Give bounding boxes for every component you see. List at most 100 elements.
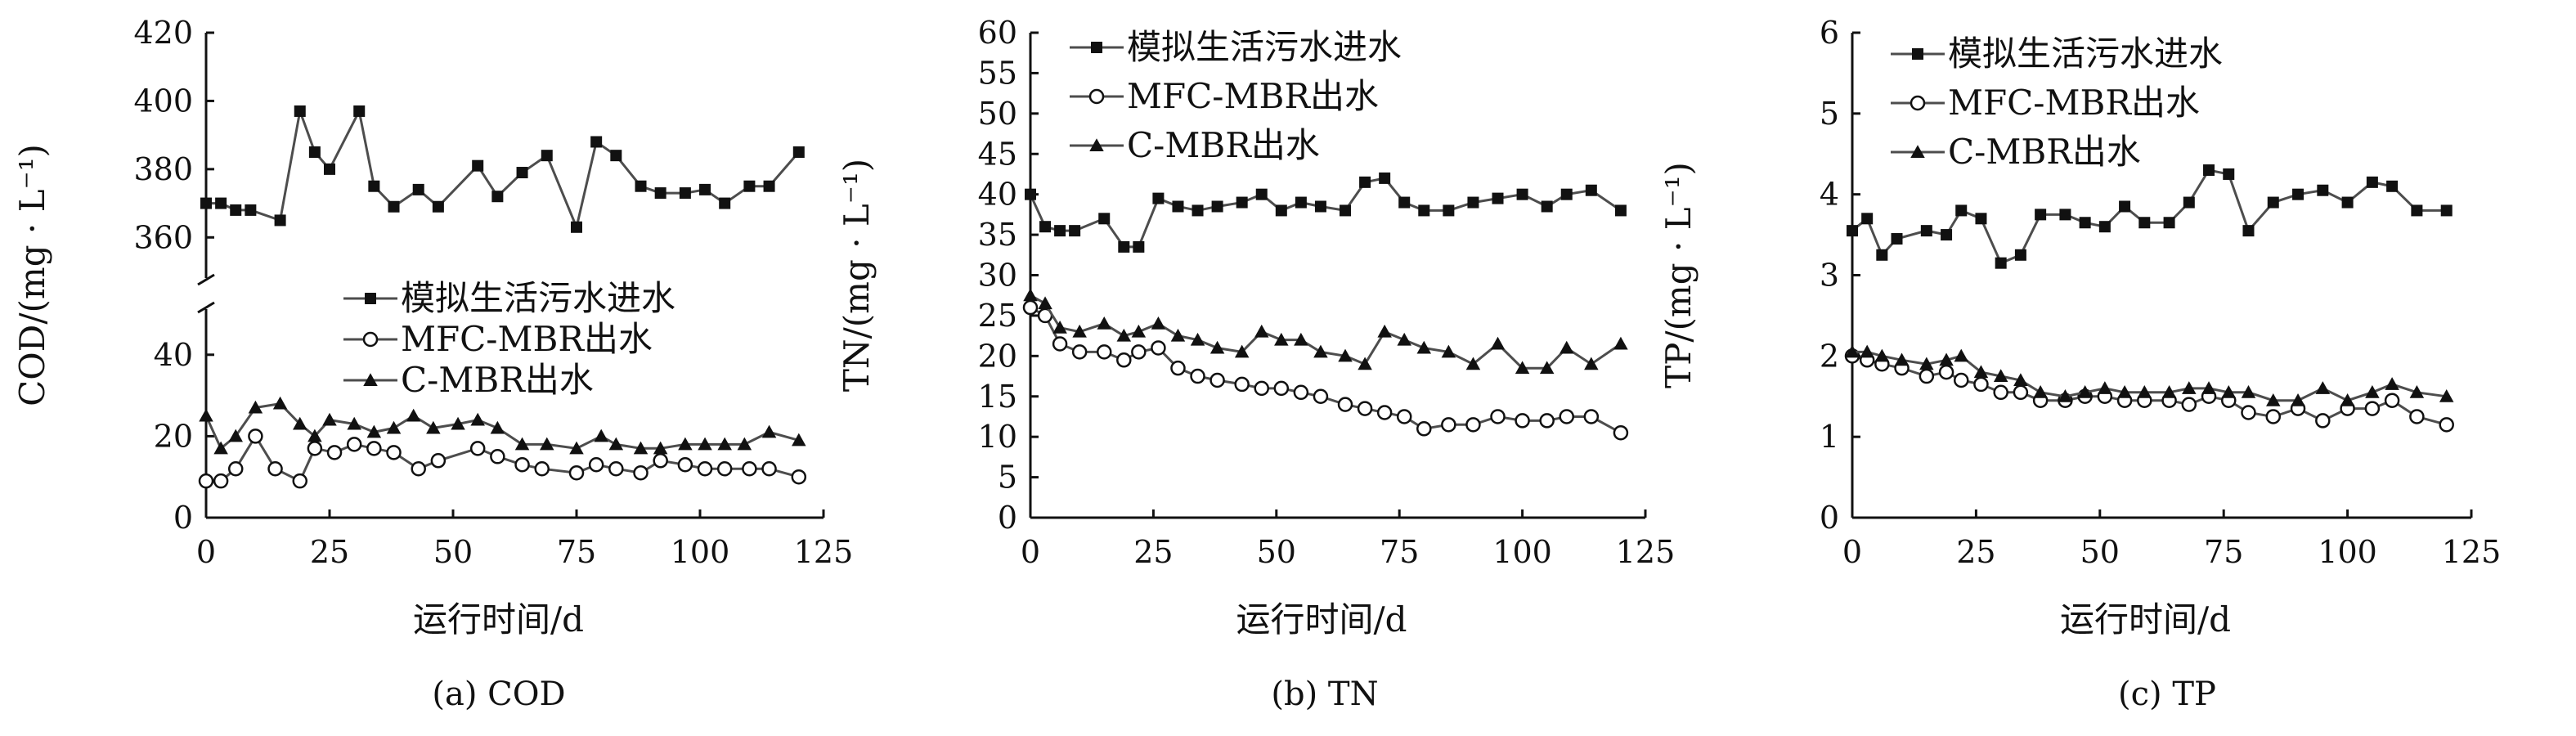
- legend-marker: [1912, 48, 1923, 60]
- data-point: [2241, 405, 2256, 420]
- series-circle: [198, 429, 807, 489]
- data-point: [1023, 288, 1038, 302]
- series-line: [206, 106, 800, 231]
- data-point: [1941, 229, 1953, 241]
- data-point: [1293, 384, 1309, 401]
- data-point: [307, 429, 322, 442]
- data-point: [1071, 344, 1088, 360]
- data-point: [2098, 221, 2111, 233]
- y-tick-label: 0: [998, 500, 1017, 536]
- data-point: [198, 473, 214, 489]
- data-point: [307, 441, 323, 456]
- data-point: [792, 433, 806, 447]
- data-point: [2201, 381, 2216, 394]
- data-point: [1052, 320, 1067, 334]
- data-point: [633, 464, 648, 481]
- data-point: [737, 437, 752, 451]
- data-point: [1398, 196, 1411, 209]
- data-point: [2341, 196, 2354, 209]
- data-point: [1891, 233, 1903, 245]
- data-point: [1993, 369, 2008, 383]
- data-point: [1559, 409, 1574, 424]
- panel-caption: (a) COD: [432, 675, 565, 713]
- legend-label: 模拟生活污水进水: [1948, 34, 2223, 74]
- series-triangle: [199, 396, 806, 455]
- data-point: [514, 457, 530, 473]
- data-point: [245, 204, 257, 216]
- data-point: [274, 214, 286, 227]
- data-point: [2385, 377, 2399, 390]
- data-point: [2317, 184, 2329, 196]
- data-point: [763, 180, 775, 192]
- data-point: [1515, 361, 1530, 375]
- data-point: [678, 437, 693, 451]
- data-point: [1054, 225, 1066, 237]
- data-point: [1025, 188, 1036, 200]
- data-point: [698, 437, 712, 451]
- y-tick-label: 20: [978, 338, 1017, 374]
- data-point: [1254, 324, 1269, 338]
- panel-tn: 0 5 10 15 20 25 30 35 40 45 50 55 60 0 25 50 75 100 125 运行时…: [837, 15, 1675, 713]
- x-tick-label: 50: [2080, 534, 2120, 570]
- data-point: [1515, 413, 1530, 429]
- data-point: [2137, 385, 2152, 398]
- legend-marker: [1089, 138, 1104, 151]
- data-point: [653, 453, 668, 469]
- data-point: [1492, 192, 1504, 204]
- data-point: [2241, 385, 2256, 398]
- legend-marker: [1091, 42, 1102, 53]
- data-point: [1274, 332, 1289, 346]
- data-point: [412, 183, 424, 195]
- data-point: [326, 445, 343, 460]
- y-tick-label: 60: [978, 15, 1017, 51]
- legend-marker: [365, 293, 376, 304]
- data-point: [571, 221, 582, 233]
- data-point: [1038, 296, 1052, 310]
- data-point: [608, 460, 624, 477]
- data-point: [199, 408, 213, 422]
- data-point: [610, 150, 622, 162]
- data-point: [699, 183, 711, 195]
- data-point: [1539, 413, 1555, 429]
- data-point: [2181, 397, 2197, 412]
- data-point: [1954, 348, 1968, 362]
- data-point: [227, 460, 244, 477]
- data-point: [1938, 364, 1954, 380]
- series-line: [206, 433, 800, 483]
- x-tick-label: 25: [1133, 534, 1173, 570]
- data-point: [594, 429, 608, 442]
- data-point: [1560, 188, 1573, 200]
- data-point: [1255, 188, 1268, 200]
- data-point: [1170, 360, 1186, 376]
- data-point: [588, 457, 604, 473]
- y-tick-label: 2: [1820, 338, 1839, 374]
- data-point: [1234, 344, 1250, 358]
- data-point: [2098, 381, 2112, 394]
- series-circle: [1022, 299, 1629, 441]
- legend-label: 模拟生活污水进水: [401, 278, 675, 318]
- data-point: [294, 105, 306, 117]
- data-point: [1211, 200, 1223, 213]
- series-line: [1030, 306, 1622, 434]
- data-point: [472, 159, 484, 172]
- series-line: [1851, 168, 2447, 265]
- series-square: [200, 105, 805, 233]
- data-point: [2182, 381, 2197, 394]
- x-tick-label: 75: [557, 534, 596, 570]
- x-tick-label: 125: [2442, 534, 2502, 570]
- data-point: [1209, 340, 1225, 354]
- data-point: [368, 180, 380, 192]
- data-point: [1874, 348, 1890, 362]
- data-point: [635, 180, 647, 192]
- data-point: [213, 441, 228, 455]
- data-point: [1441, 344, 1456, 358]
- data-point: [1465, 417, 1481, 433]
- data-point: [1539, 361, 1555, 375]
- data-point: [2223, 168, 2235, 180]
- data-point: [1490, 409, 1506, 424]
- axis-break-mark: [197, 301, 215, 314]
- y-tick-label: 25: [978, 298, 1017, 334]
- data-point: [1860, 344, 1874, 358]
- y-tick-label: 4: [1820, 177, 1839, 213]
- panel-cod: 0 20 40 360 380 400 420 0 25 50 75 100 125 运行时间/d COD/…: [12, 15, 853, 713]
